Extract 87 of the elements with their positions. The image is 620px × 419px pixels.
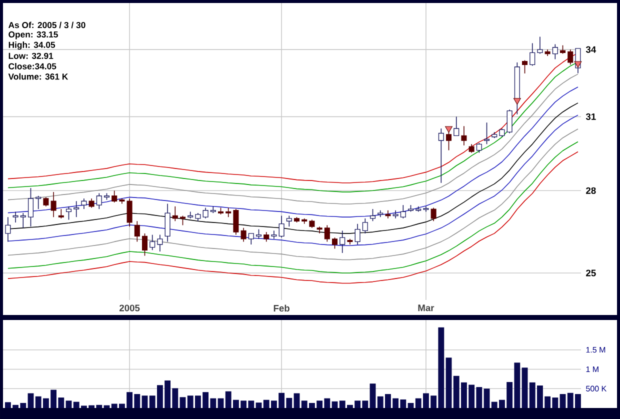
annotation: Low: 32.91 — [8, 52, 54, 59]
candlestick — [392, 210, 398, 219]
candlestick — [278, 215, 284, 238]
candlestick — [12, 211, 18, 223]
candlestick — [20, 212, 26, 228]
candlestick — [81, 198, 87, 210]
y-tick-label: 500 K — [586, 386, 607, 392]
candlestick — [126, 198, 132, 227]
bar — [180, 397, 186, 408]
bar — [256, 402, 262, 408]
x-tick-label: Mar — [418, 304, 434, 312]
candlestick — [340, 230, 346, 254]
candlestick — [134, 220, 140, 242]
candlestick — [332, 237, 338, 250]
candlestick — [188, 211, 194, 219]
candlestick — [142, 233, 148, 256]
candlestick — [28, 188, 34, 227]
candlestick — [385, 210, 391, 219]
candlestick — [248, 233, 254, 245]
bar — [332, 401, 338, 408]
candlestick — [50, 192, 56, 218]
bar — [522, 368, 528, 408]
y-tick-label: 1 M — [586, 366, 598, 372]
candlestick — [370, 208, 376, 222]
y-tick-label: 34 — [586, 46, 596, 53]
candlestick — [506, 109, 512, 134]
candlestick — [438, 128, 444, 184]
annotation: Volume: 361 K — [8, 73, 68, 80]
candlestick — [58, 208, 64, 219]
y-tick-label: 1.5 M — [586, 347, 606, 353]
annotation: Open: 33.15 — [8, 31, 58, 40]
candlestick — [150, 234, 156, 251]
candlestick — [461, 126, 467, 146]
candlestick — [233, 208, 239, 236]
candlestick — [324, 224, 330, 242]
candlestick — [552, 44, 558, 60]
candlestick — [484, 122, 490, 145]
candlestick — [264, 232, 270, 242]
candlestick — [400, 204, 406, 219]
bar — [370, 384, 376, 408]
candlestick — [537, 36, 543, 54]
y-tick-label: 25 — [586, 270, 596, 276]
bar — [294, 393, 300, 408]
candlestick — [430, 207, 436, 222]
bar — [560, 394, 566, 408]
candlestick — [256, 228, 262, 240]
line-series — [8, 86, 578, 218]
candlestick — [530, 42, 536, 66]
x-tick-label: Feb — [274, 304, 290, 312]
annotation: Close:34.05 — [8, 63, 56, 70]
candlestick — [36, 195, 42, 210]
candlestick — [316, 226, 322, 234]
point — [513, 98, 521, 105]
point — [445, 126, 452, 133]
candlestick — [271, 230, 277, 240]
y-tick-label: 31 — [586, 113, 596, 120]
x-tick-label: 2005 — [119, 304, 140, 312]
candlestick — [286, 215, 292, 227]
candlestick — [164, 203, 170, 242]
candlestick — [202, 207, 208, 219]
bar — [408, 402, 414, 408]
candlestick — [240, 228, 246, 242]
bar — [66, 400, 72, 408]
bar — [446, 358, 452, 408]
candlestick — [354, 223, 360, 245]
annotation: High: 34.05 — [8, 42, 56, 50]
candlestick — [362, 218, 368, 234]
candlestick — [88, 198, 94, 208]
candlestick — [157, 234, 163, 252]
bar — [28, 393, 34, 408]
annotation: As Of: 2005 / 3 / 30 — [8, 22, 86, 28]
candlestick — [454, 116, 460, 136]
candlestick — [180, 215, 186, 226]
candlestick — [476, 142, 482, 154]
candlestick — [74, 200, 80, 218]
candlestick — [522, 60, 528, 74]
bar — [142, 396, 148, 408]
candlestick — [226, 207, 232, 218]
candlestick — [66, 206, 72, 220]
candlestick — [96, 192, 102, 210]
y-tick-label: 28 — [586, 187, 596, 194]
candlestick — [43, 196, 49, 207]
bar — [218, 398, 224, 408]
candlestick — [172, 206, 178, 222]
point — [574, 61, 582, 68]
candlestick — [112, 190, 118, 203]
bar — [484, 388, 490, 408]
